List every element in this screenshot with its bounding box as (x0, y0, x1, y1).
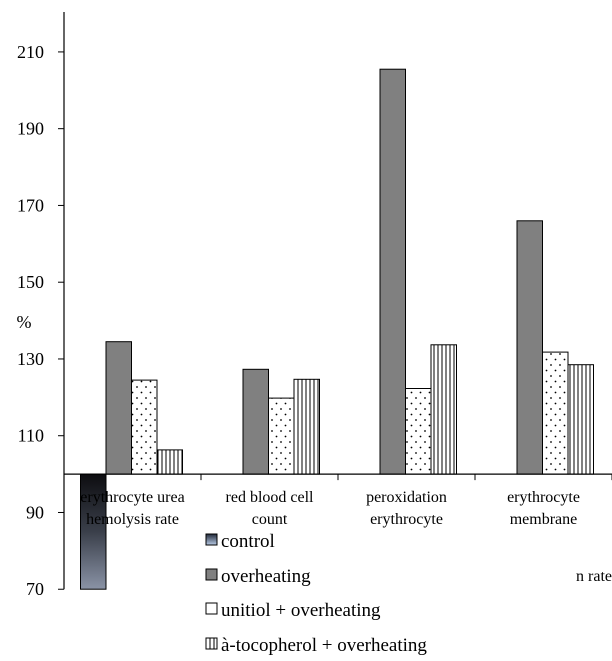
y-tick-label: 110 (18, 426, 44, 446)
legend-swatch (205, 533, 218, 546)
bar-1-3 (516, 220, 543, 475)
bar-2-3 (542, 351, 569, 475)
bar-2-0 (131, 379, 158, 475)
category-label-clipped: n rate (576, 568, 612, 585)
bar-1-0 (105, 341, 132, 475)
legend-swatch (205, 637, 218, 650)
category-label: peroxidation (366, 489, 447, 506)
legend-swatch (205, 602, 218, 615)
bar-3-1 (293, 378, 320, 475)
y-tick-label: 210 (17, 42, 44, 62)
category-label: erythrocyte urea (80, 489, 184, 506)
y-tick-label: 70 (26, 579, 44, 599)
category-label: erythrocyte (370, 511, 443, 528)
legend-swatch (205, 568, 218, 581)
legend-label: unitiol + overheating (221, 600, 381, 621)
legend-label: overheating (221, 566, 311, 587)
bar-3-2 (430, 344, 457, 475)
legend-label: à-tocopherol + overheating (221, 635, 427, 656)
y-tick-label: 170 (17, 195, 44, 215)
y-axis-label: % (17, 312, 32, 332)
bar-3-0 (156, 449, 183, 475)
y-tick-label: 90 (26, 502, 44, 522)
category-label: membrane (510, 511, 578, 528)
y-tick-label: 150 (17, 272, 44, 292)
category-label: red blood cell (226, 489, 315, 506)
category-label: count (252, 511, 288, 528)
bar-0-0 (80, 473, 107, 590)
y-tick-label: 130 (17, 349, 44, 369)
bar-1-1 (242, 368, 269, 475)
category-label: erythrocyte (507, 489, 580, 506)
category-label: hemolysis rate (86, 511, 179, 528)
y-tick-label: 190 (17, 119, 44, 139)
bar-3-3 (567, 364, 594, 475)
legend-label: control (221, 531, 275, 552)
bar-1-2 (379, 68, 406, 475)
bar-2-1 (268, 397, 295, 475)
bar-2-2 (405, 388, 432, 475)
